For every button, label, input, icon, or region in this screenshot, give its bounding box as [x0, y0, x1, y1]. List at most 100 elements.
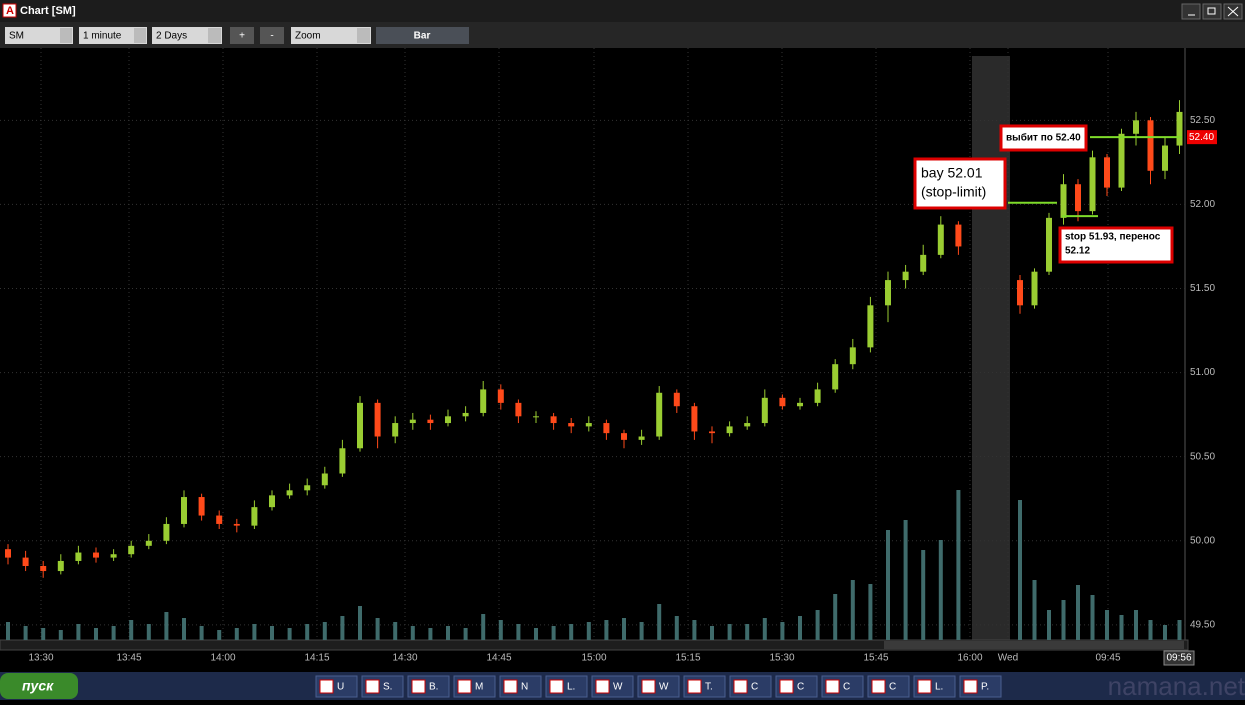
x-tick-label: 14:15 — [304, 653, 329, 664]
app-icon-letter: A — [6, 5, 14, 17]
taskbar-item[interactable]: S. — [361, 675, 404, 698]
interval-dropdown[interactable] — [79, 27, 147, 44]
candle-body — [1133, 120, 1139, 134]
taskbar-item[interactable]: C — [729, 675, 772, 698]
taskbar-item[interactable]: L. — [545, 675, 588, 698]
volume-bar — [886, 530, 890, 640]
style-button[interactable] — [376, 27, 469, 44]
taskbar-icon — [641, 679, 656, 694]
volume-bar — [129, 620, 134, 640]
volume-bar — [727, 624, 732, 640]
taskbar-icon — [687, 679, 702, 694]
annotation-box — [1058, 226, 1174, 264]
taskbar-label: C — [751, 682, 758, 693]
candle-body — [181, 497, 187, 524]
candle-body — [128, 545, 135, 555]
annotation-text: (stop-limit) — [921, 184, 986, 200]
candle-body — [603, 423, 610, 434]
taskbar-icon — [549, 679, 564, 694]
volume-bar — [762, 618, 767, 640]
last-price-label: 52.40 — [1189, 132, 1214, 143]
taskbar-item[interactable]: W — [591, 675, 634, 698]
candle-body — [533, 416, 539, 418]
dropdown-arrows — [60, 28, 370, 43]
current-time: 09:56 — [1166, 653, 1191, 664]
zoom-out-button[interactable] — [260, 27, 284, 44]
candle-body — [304, 485, 311, 491]
candle-body — [568, 423, 575, 427]
volume-bar — [798, 616, 802, 640]
taskbar-item[interactable]: U — [315, 675, 358, 698]
candle-body — [216, 515, 223, 524]
zoom-text: Zoom — [295, 31, 321, 42]
volume-bar — [815, 610, 820, 640]
candle-body — [480, 389, 487, 413]
annotation-text: 52.12 — [1065, 246, 1090, 257]
start-button[interactable] — [0, 673, 78, 699]
candle-body — [321, 473, 328, 486]
taskbar-item[interactable]: P. — [959, 675, 1002, 698]
taskbar-label: C — [889, 682, 896, 693]
volume-bar — [463, 628, 468, 640]
x-tick-label: 14:00 — [210, 653, 235, 664]
candle-body — [1104, 157, 1110, 188]
candle-body — [744, 423, 751, 427]
taskbar-item[interactable]: N — [499, 675, 542, 698]
start-text: пуск — [22, 678, 54, 694]
candle-body — [40, 566, 47, 572]
volume-bar — [692, 620, 697, 640]
candle-body — [1060, 184, 1067, 218]
range-dropdown[interactable] — [152, 27, 222, 44]
taskbar-item[interactable]: M — [453, 675, 496, 698]
taskbar-item[interactable]: T. — [683, 675, 726, 698]
symbol-dropdown[interactable] — [5, 27, 73, 44]
taskbar-label: L. — [567, 682, 575, 693]
taskbar-item[interactable]: C — [867, 675, 910, 698]
candle-body — [163, 523, 170, 541]
taskbar-item[interactable]: W — [637, 675, 680, 698]
volume-bar — [1018, 500, 1022, 640]
candle-body — [779, 397, 786, 407]
range-text: 2 Days — [156, 31, 187, 42]
x-tick-label: 13:30 — [28, 653, 53, 664]
taskbar-label: N — [521, 682, 528, 693]
volume-bar — [446, 626, 450, 640]
taskbar-item[interactable]: B. — [407, 675, 450, 698]
y-tick-label: 51.00 — [1190, 367, 1215, 378]
volume-bar — [1119, 615, 1124, 640]
taskbar-icon — [319, 679, 334, 694]
volume-bar — [1047, 610, 1051, 640]
zoom-in-button[interactable] — [230, 27, 254, 44]
taskbar-item[interactable]: C — [775, 675, 818, 698]
volume-bar — [657, 604, 662, 640]
taskbar-label: W — [659, 682, 669, 693]
candle-body — [761, 397, 768, 424]
scrollbar[interactable] — [0, 639, 1189, 651]
candle-body — [1147, 120, 1154, 171]
volume-bar — [903, 520, 908, 640]
volume-bar — [1163, 625, 1167, 640]
candle-body — [145, 540, 152, 546]
candle-body — [339, 448, 346, 474]
candle-body — [427, 419, 434, 424]
candle-body — [233, 523, 240, 526]
x-tick-label: 15:45 — [863, 653, 888, 664]
scrollbar-thumb[interactable] — [884, 641, 1184, 649]
current-time-box — [1163, 650, 1195, 666]
volume-bar — [780, 622, 785, 640]
candle-body — [849, 347, 856, 365]
taskbar-item[interactable]: C — [821, 675, 864, 698]
zoom-dropdown[interactable] — [291, 27, 371, 44]
taskbar-label: P. — [981, 682, 989, 693]
last-price-tag — [1187, 130, 1217, 145]
candle-body — [515, 402, 522, 417]
candle-body — [445, 416, 451, 424]
minimize-button[interactable] — [1181, 3, 1201, 20]
restore-button[interactable] — [1202, 3, 1222, 20]
candle-body — [902, 271, 909, 281]
taskbar-item[interactable]: L. — [913, 675, 956, 698]
candle-body — [1089, 157, 1096, 212]
candle-body — [251, 507, 258, 526]
